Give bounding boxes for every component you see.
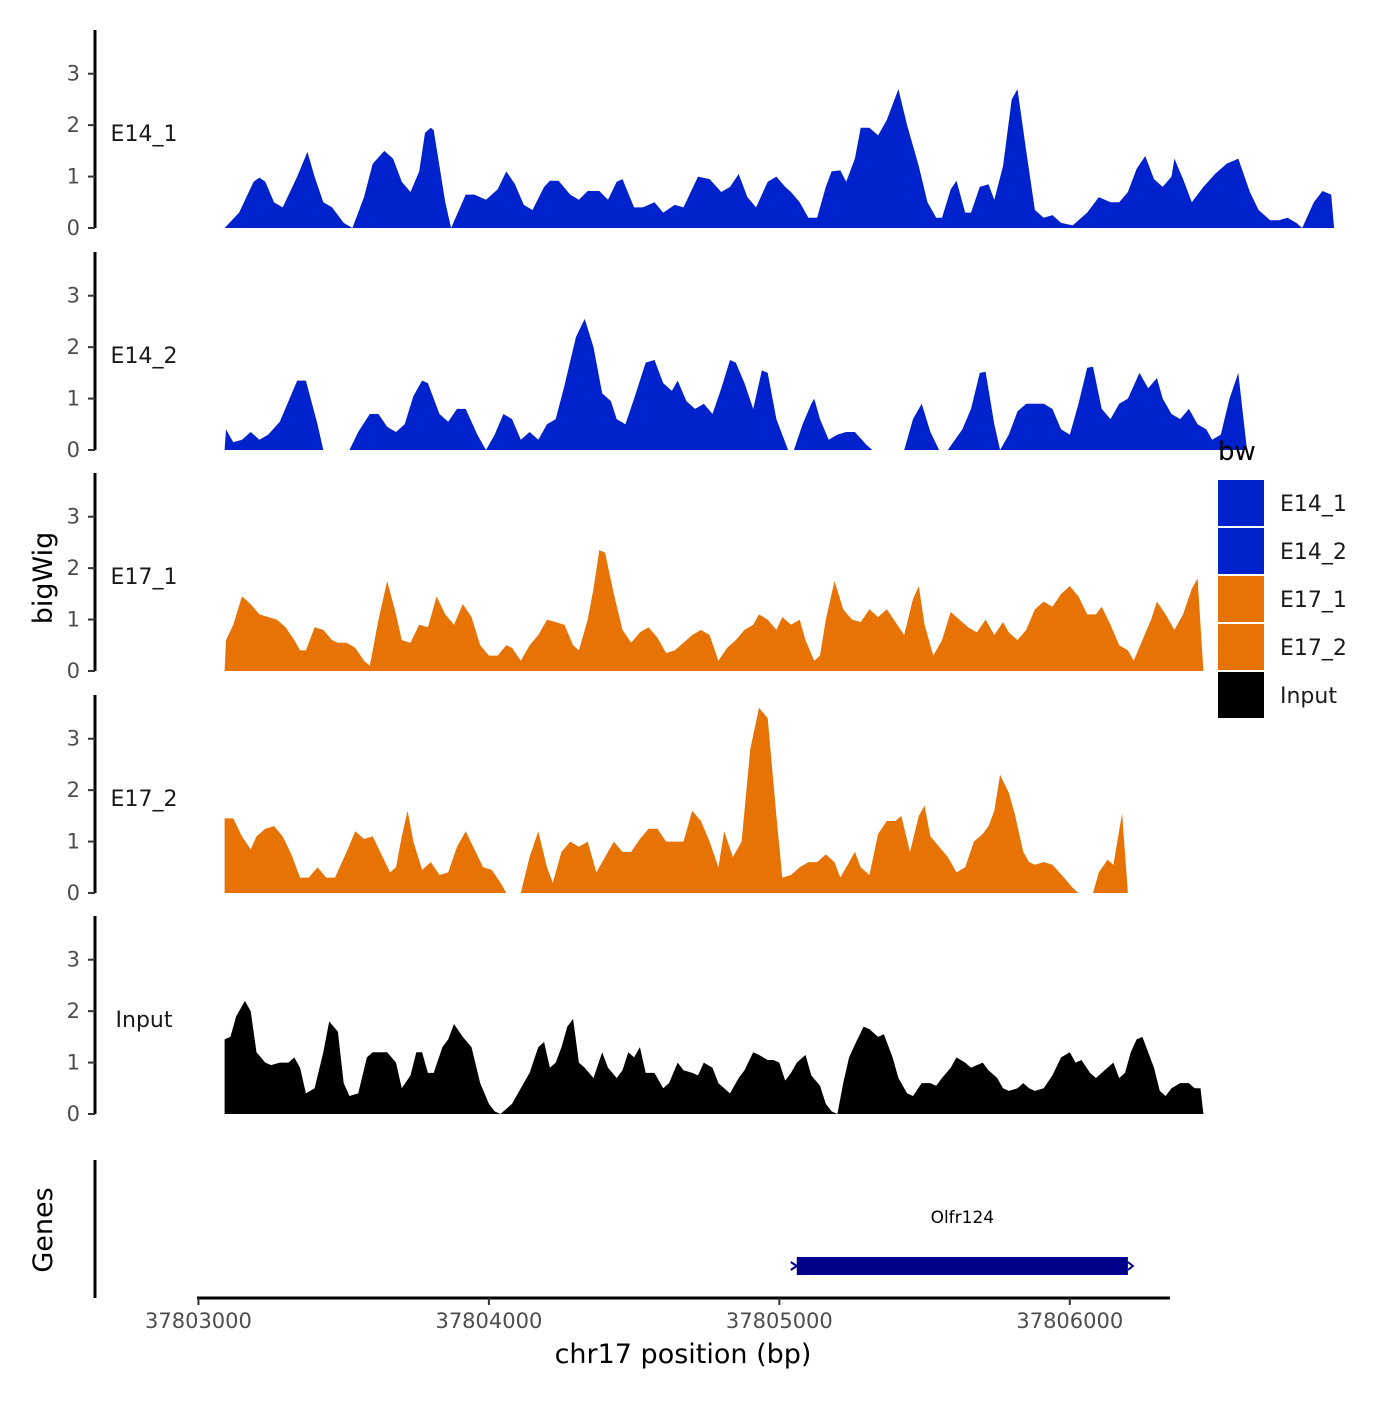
- legend-label: E14_2: [1280, 540, 1347, 565]
- track-E17_1: 0 1 2 3 E17_1: [67, 473, 1204, 683]
- coverage-area-E17_2: [224, 707, 1128, 893]
- y-tick-label: 0: [67, 216, 80, 240]
- x-tick-label: 37804000: [435, 1309, 542, 1333]
- y-tick-label: 3: [67, 62, 80, 86]
- track-label: Input: [116, 1008, 173, 1033]
- legend-swatch: [1218, 624, 1264, 670]
- coverage-area-E14_2: [224, 318, 1248, 450]
- coverage-area-E17_1: [224, 550, 1204, 671]
- legend-label: E17_2: [1280, 636, 1347, 661]
- genes-axis-title: Genes: [28, 1187, 59, 1272]
- y-tick-label: 1: [67, 1051, 80, 1075]
- legend-title: bw: [1218, 437, 1256, 467]
- track-Input: 0 1 2 3 Input: [67, 916, 1204, 1126]
- gene-body: [796, 1257, 1128, 1275]
- y-tick-label: 0: [67, 659, 80, 683]
- legend-label: Input: [1280, 684, 1337, 709]
- legend-item-E14_2: E14_2: [1218, 528, 1347, 574]
- gene-Olfr124: Olfr124: [790, 1208, 1135, 1275]
- legend-swatch: [1218, 480, 1264, 526]
- y-axis-title: bigWig: [28, 532, 59, 625]
- gene-label: Olfr124: [931, 1208, 995, 1228]
- y-tick-label: 3: [67, 727, 80, 751]
- legend-swatch: [1218, 576, 1264, 622]
- y-tick-label: 0: [67, 438, 80, 462]
- legend-item-E17_1: E17_1: [1218, 576, 1347, 622]
- legend-item-E17_2: E17_2: [1218, 624, 1347, 670]
- coverage-area-Input: [224, 1000, 1204, 1114]
- track-E14_1: 0 1 2 3 E14_1: [67, 30, 1335, 240]
- legend-item-Input: Input: [1218, 672, 1337, 718]
- y-tick-label: 3: [67, 505, 80, 529]
- y-tick-label: 2: [67, 335, 80, 359]
- x-tick-label: 37806000: [1016, 1309, 1123, 1333]
- x-axis-title: chr17 position (bp): [555, 1339, 812, 1370]
- coverage-area-E14_1: [224, 89, 1335, 228]
- legend-label: E17_1: [1280, 588, 1347, 613]
- legend-swatch: [1218, 528, 1264, 574]
- track-E14_2: 0 1 2 3 E14_2: [67, 252, 1248, 462]
- track-label: E17_1: [111, 565, 178, 590]
- track-E17_2: 0 1 2 3 E17_2: [67, 695, 1128, 905]
- y-tick-label: 2: [67, 556, 80, 580]
- y-tick-label: 0: [67, 1102, 80, 1126]
- y-tick-label: 3: [67, 948, 80, 972]
- track-label: E14_2: [111, 344, 178, 369]
- y-tick-label: 0: [67, 881, 80, 905]
- legend-swatch: [1218, 672, 1264, 718]
- strand-arrow-icon: [1127, 1261, 1135, 1271]
- x-axis: 37803000 37804000 37805000 37806000: [145, 1296, 1170, 1333]
- x-tick-label: 37805000: [726, 1309, 833, 1333]
- y-tick-label: 1: [67, 387, 80, 411]
- y-tick-label: 1: [67, 608, 80, 632]
- tracks-layer: 0 1 2 3 E14_1 0 1 2 3 E14_2 0 1 2 3 E17_1 0 1 2 3 E17_2 0 1 2 3…: [67, 30, 1335, 1126]
- track-label: E14_1: [111, 122, 178, 147]
- x-tick-label: 37803000: [145, 1309, 252, 1333]
- y-tick-label: 2: [67, 778, 80, 802]
- y-tick-label: 1: [67, 830, 80, 854]
- legend: bw E14_1 E14_2 E17_1 E17_2 Input: [1218, 437, 1347, 718]
- y-tick-label: 2: [67, 113, 80, 137]
- y-tick-label: 1: [67, 165, 80, 189]
- strand-arrow-icon: [790, 1261, 799, 1271]
- track-label: E17_2: [111, 787, 178, 812]
- legend-item-E14_1: E14_1: [1218, 480, 1347, 526]
- genes-layer: Olfr124: [93, 1160, 1135, 1298]
- y-tick-label: 3: [67, 284, 80, 308]
- y-tick-label: 2: [67, 999, 80, 1023]
- legend-label: E14_1: [1280, 492, 1347, 517]
